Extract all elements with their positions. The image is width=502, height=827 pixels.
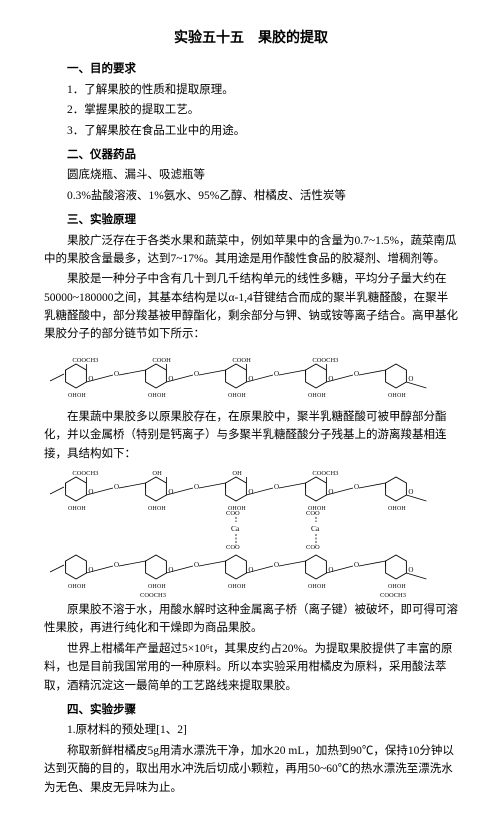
svg-text:OH: OH (157, 506, 166, 512)
svg-text:O: O (168, 488, 173, 496)
svg-text:OH: OH (148, 506, 157, 512)
svg-text:OH: OH (148, 584, 157, 590)
svg-text:OH: OH (157, 393, 166, 399)
svg-text:COO: COO (226, 544, 240, 551)
svg-text:COOCH3: COOCH3 (380, 592, 406, 597)
section-4-step1-body: 称取新鲜柑橘皮5g用清水漂洗干净，加水20 mL，加热到90℃，保持10分钟以达… (44, 742, 458, 797)
section-3-para-2: 果胶是一种分子中含有几十到几千结构单元的线性多糖，平均分子量大约在50000~1… (44, 270, 458, 344)
svg-text:O: O (354, 370, 359, 378)
svg-text:OH: OH (68, 393, 77, 399)
svg-text:OH: OH (77, 506, 86, 512)
svg-text:COO: COO (306, 510, 320, 517)
svg-text:COOCH3: COOCH3 (72, 357, 98, 364)
svg-text:COOH: COOH (152, 357, 171, 364)
svg-text:O: O (88, 566, 93, 574)
svg-text:COOCH3: COOCH3 (312, 470, 338, 477)
svg-text:OH: OH (77, 393, 86, 399)
svg-text:O: O (248, 488, 253, 496)
svg-text:O: O (114, 370, 119, 378)
pectin-chain-diagram-2: OOHOHCOOCH3OOHOHOOHOHOHOOOHOHCOOCH3OOOHO… (46, 467, 456, 597)
section-2-item-1: 圆底烧瓶、漏斗、吸滤瓶等 (44, 166, 458, 184)
svg-text:OH: OH (148, 393, 157, 399)
section-1-item-1: 1．了解果胶的性质和提取原理。 (44, 81, 458, 99)
svg-text:OH: OH (157, 584, 166, 590)
svg-text:O: O (328, 488, 333, 496)
section-4-title: 四、实验步骤 (44, 701, 458, 719)
svg-text:O: O (194, 561, 199, 569)
svg-text:OH: OH (388, 584, 397, 590)
svg-text:OH: OH (397, 506, 406, 512)
svg-text:O: O (354, 561, 359, 569)
svg-text:OH: OH (237, 584, 246, 590)
svg-text:O: O (328, 566, 333, 574)
svg-text:OH: OH (397, 393, 406, 399)
svg-text:COO: COO (306, 544, 320, 551)
svg-text:O: O (408, 566, 413, 574)
svg-text:O: O (168, 566, 173, 574)
svg-text:OH: OH (77, 584, 86, 590)
svg-text:O: O (408, 488, 413, 496)
svg-text:OH: OH (68, 506, 77, 512)
svg-text:OH: OH (308, 393, 317, 399)
section-3-title: 三、实验原理 (44, 211, 458, 229)
svg-text:Ca: Ca (311, 524, 320, 533)
section-2-item-2: 0.3%盐酸溶液、1%氨水、95%乙醇、柑橘皮、活性炭等 (44, 187, 458, 205)
svg-text:COOCH3: COOCH3 (140, 592, 166, 597)
svg-text:O: O (88, 488, 93, 496)
section-3-para-4: 原果胶不溶于水，用酸水解时这种金属离子桥（离子键）被破坏，即可得可溶性果胶，再进… (44, 601, 458, 638)
section-3-para-5: 世界上柑橘年产量超过5×10⁶t，其果皮约占20%。为提取果胶提供了丰富的原料，… (44, 640, 458, 695)
svg-text:Ca: Ca (231, 524, 240, 533)
svg-text:COOCH3: COOCH3 (312, 357, 338, 364)
section-3-para-1: 果胶广泛存在于各类水果和蔬菜中，例如苹果中的含量为0.7~1.5%，蔬菜南瓜中的… (44, 232, 458, 269)
svg-text:OH: OH (237, 393, 246, 399)
svg-text:O: O (114, 483, 119, 491)
svg-text:OH: OH (317, 584, 326, 590)
svg-text:OH: OH (388, 506, 397, 512)
svg-text:O: O (248, 375, 253, 383)
page-title: 实验五十五 果胶的提取 (44, 28, 458, 50)
svg-text:O: O (274, 370, 279, 378)
svg-text:O: O (274, 483, 279, 491)
section-1-item-2: 2．掌握果胶的提取工艺。 (44, 101, 458, 119)
svg-text:O: O (274, 561, 279, 569)
svg-text:OH: OH (388, 393, 397, 399)
svg-text:COOH: COOH (232, 357, 251, 364)
section-2-title: 二、仪器药品 (44, 146, 458, 164)
svg-text:OH: OH (308, 584, 317, 590)
svg-text:O: O (88, 375, 93, 383)
svg-text:OH: OH (317, 393, 326, 399)
svg-text:O: O (114, 561, 119, 569)
section-1-title: 一、目的要求 (44, 60, 458, 78)
section-4-step1-title: 1.原材料的预处理[1、2] (44, 721, 458, 739)
svg-text:OH: OH (228, 584, 237, 590)
section-3-para-3: 在果蔬中果胶多以原果胶存在，在原果胶中，聚半乳糖醛酸可被甲醇部分酯化，并以金属桥… (44, 408, 458, 463)
svg-text:COO: COO (226, 510, 240, 517)
svg-text:O: O (354, 483, 359, 491)
section-1-item-3: 3．了解果胶在食品工业中的用途。 (44, 122, 458, 140)
svg-text:O: O (408, 375, 413, 383)
svg-text:OH: OH (397, 584, 406, 590)
svg-text:OH: OH (232, 470, 242, 477)
svg-text:OH: OH (228, 393, 237, 399)
svg-text:O: O (248, 566, 253, 574)
svg-text:O: O (328, 375, 333, 383)
svg-text:O: O (194, 370, 199, 378)
svg-text:O: O (194, 483, 199, 491)
svg-text:OH: OH (152, 470, 162, 477)
svg-text:OH: OH (68, 584, 77, 590)
svg-text:O: O (168, 375, 173, 383)
pectin-chain-diagram-1: OOHOHCOOCH3OOHOHCOOHOOOHOHCOOHOOOHOHCOOC… (46, 348, 456, 404)
svg-text:COOCH3: COOCH3 (72, 470, 98, 477)
